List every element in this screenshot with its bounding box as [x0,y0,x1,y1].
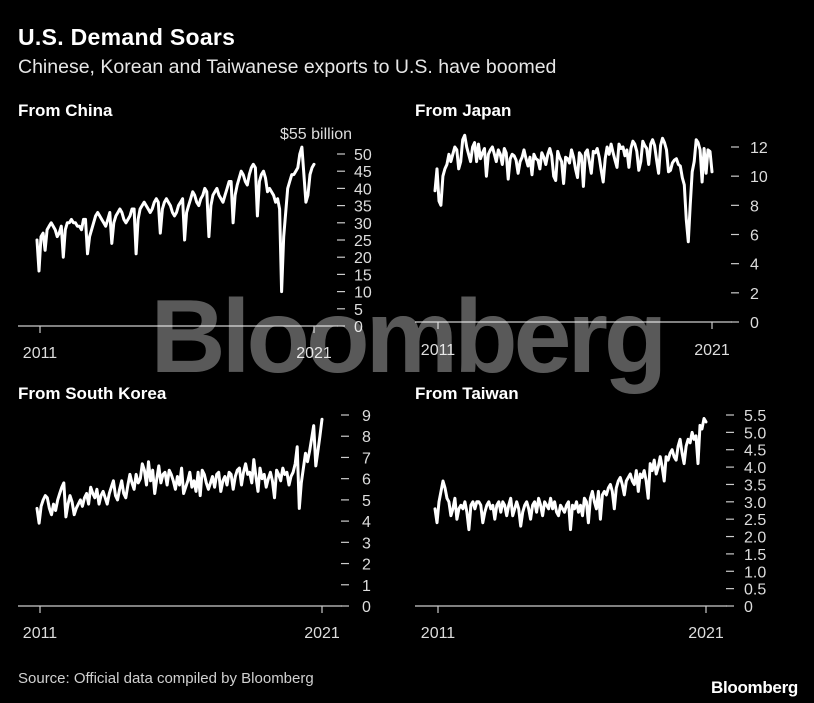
y-tick-label: 8 [362,429,371,446]
y-tick-label: 1 [362,578,371,595]
y-tick-label: 4 [362,514,371,531]
y-tick-label: 2 [362,557,371,574]
y-tick-label: 1.5 [744,547,766,564]
panel-title: From Japan [415,101,511,120]
panel-title: From China [18,101,113,120]
y-tick-label: 10 [354,285,372,302]
y-tick-label: 0.5 [744,582,766,599]
x-tick-label: 2011 [421,625,456,642]
y-tick-label: 0 [744,599,753,616]
panel-title: From South Korea [18,384,167,403]
x-tick-label: 2011 [23,625,58,642]
series-line [35,145,316,294]
y-tick-label: 15 [354,267,372,284]
series-line [433,133,714,244]
y-tick-label: 4.5 [744,443,766,460]
y-tick-label: 30 [354,216,372,233]
unit-label: $55 billion [280,126,352,143]
chart-subtitle: Chinese, Korean and Taiwanese exports to… [18,56,557,78]
y-tick-label: 2 [750,286,759,303]
x-tick-label: 2011 [421,342,456,359]
y-tick-label: 7 [362,450,371,467]
bloomberg-logo: Bloomberg [710,678,798,697]
y-tick-label: 5.5 [744,408,766,425]
x-tick-label: 2021 [694,342,730,359]
chart-south-korea: From South Korea 0 1 2 3 4 5 6 7 8 9 2011 2021 [18,384,371,642]
y-tick-label: 4.0 [744,460,766,477]
x-tick-label: 2021 [688,625,724,642]
series-line [35,417,324,525]
series-line [433,417,708,532]
y-tick-label: 5.0 [744,425,766,442]
y-tick-label: 9 [362,408,371,425]
y-tick-label: 4 [750,257,759,274]
y-tick-label: 25 [354,233,372,250]
y-tick-label: 12 [750,140,768,157]
y-tick-label: 1.0 [744,564,766,581]
y-tick-label: 0 [354,319,363,336]
panel-title: From Taiwan [415,384,519,403]
y-tick-label: 6 [362,472,371,489]
y-tick-label: 3.0 [744,495,766,512]
x-tick-label: 2011 [23,345,58,362]
y-tick-label: 50 [354,147,372,164]
y-tick-label: 20 [354,250,372,267]
y-tick-label: 2.0 [744,530,766,547]
y-tick-label: 40 [354,181,372,198]
y-tick-label: 2.5 [744,512,766,529]
chart-taiwan: From Taiwan00.51.01.52.02.53.03.54.04.55… [415,384,766,642]
y-tick-label: 0 [750,315,759,332]
y-tick-label: 0 [362,599,371,616]
y-tick-label: 10 [750,169,768,186]
x-tick-label: 2021 [304,625,340,642]
y-tick-label: 5 [354,302,363,319]
y-tick-label: 35 [354,199,372,216]
chart-title: U.S. Demand Soars [18,24,236,50]
y-tick-label: 3 [362,535,371,552]
x-tick-label: 2021 [296,345,332,362]
chart-japan: From Japan 0 2 4 6 8 10 12 2011 2021 [415,101,768,359]
y-tick-label: 3.5 [744,477,766,494]
y-tick-label: 5 [362,493,371,510]
y-tick-label: 45 [354,164,372,181]
source-note: Source: Official data compiled by Bloomb… [18,670,314,687]
y-tick-label: 8 [750,198,759,215]
y-tick-label: 6 [750,228,759,245]
